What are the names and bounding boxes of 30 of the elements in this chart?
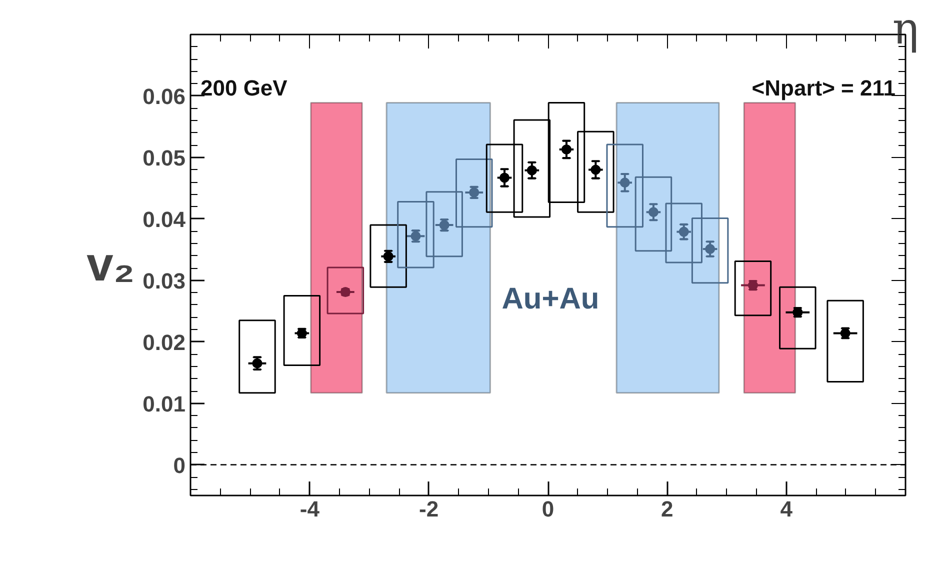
y-tick-label: 0.05 — [142, 145, 186, 170]
point — [561, 144, 572, 154]
point — [590, 164, 601, 175]
annotation: 200 GeV — [200, 76, 288, 100]
point — [252, 358, 262, 368]
point — [526, 165, 537, 176]
x-tick-label: 2 — [661, 496, 674, 522]
bar — [326, 266, 364, 314]
y-tick-label: 0.02 — [142, 330, 186, 355]
y-tick-label: 0.03 — [142, 268, 186, 294]
point — [439, 220, 450, 230]
y-tick-label: 0.01 — [142, 391, 186, 416]
point — [648, 207, 658, 218]
annotation: Au+Au — [502, 282, 600, 316]
point — [500, 172, 510, 183]
x-axis-title: η — [892, 4, 919, 54]
point — [469, 187, 480, 198]
x-tick-label: -4 — [300, 496, 320, 522]
bar — [826, 300, 864, 383]
x-tick-label: 0 — [542, 496, 554, 522]
y-tick-label: 0 — [173, 452, 186, 478]
point — [620, 178, 630, 188]
y-tick-label: 0.04 — [142, 206, 186, 232]
y-tick-label: 0.06 — [142, 84, 186, 109]
x-tick-label: -2 — [419, 496, 439, 522]
x-tick-label: 4 — [780, 496, 794, 522]
bar — [238, 320, 276, 394]
point — [678, 226, 689, 237]
y-axis-title: v₂ — [86, 238, 135, 292]
annotation: <Npart> = 211 — [752, 76, 896, 100]
